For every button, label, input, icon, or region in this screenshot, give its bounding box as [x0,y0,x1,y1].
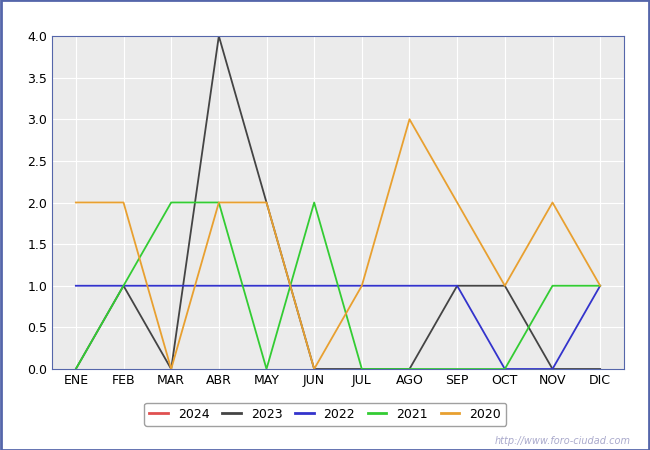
2022 [120,283,127,288]
2022 [72,283,80,288]
2023 [358,366,366,372]
2023 [263,200,270,205]
2021 [120,283,127,288]
2021 [406,366,413,372]
2022 [453,283,461,288]
Legend: 2024, 2023, 2022, 2021, 2020: 2024, 2023, 2022, 2021, 2020 [144,402,506,426]
2021 [453,366,461,372]
2021 [215,200,223,205]
2022 [167,283,175,288]
Line: 2022: 2022 [76,286,600,369]
2022 [549,366,556,372]
2020 [72,200,80,205]
2020 [453,200,461,205]
2020 [358,283,366,288]
2023 [310,366,318,372]
2023 [406,366,413,372]
2021 [310,200,318,205]
2022 [406,283,413,288]
2021 [167,200,175,205]
2020 [263,200,270,205]
2020 [167,366,175,372]
2021 [358,366,366,372]
2021 [263,366,270,372]
Text: Matriculaciones de Vehiculos en Lújar: Matriculaciones de Vehiculos en Lújar [155,9,495,27]
2020 [549,200,556,205]
2023 [120,283,127,288]
Line: 2020: 2020 [76,119,600,369]
2022 [215,283,223,288]
2020 [596,283,604,288]
2020 [215,200,223,205]
2023 [501,283,509,288]
2022 [263,283,270,288]
2022 [501,366,509,372]
Text: http://www.foro-ciudad.com: http://www.foro-ciudad.com [495,436,630,446]
2021 [596,283,604,288]
2023 [72,366,80,372]
Line: 2021: 2021 [76,202,600,369]
2023 [167,366,175,372]
2023 [549,366,556,372]
2020 [310,366,318,372]
2020 [501,283,509,288]
2023 [596,366,604,372]
2021 [72,366,80,372]
2022 [310,283,318,288]
2021 [501,366,509,372]
2020 [120,200,127,205]
2023 [453,283,461,288]
2021 [549,283,556,288]
2022 [358,283,366,288]
2020 [406,117,413,122]
Line: 2023: 2023 [76,36,600,369]
2022 [596,283,604,288]
2023 [215,33,223,39]
